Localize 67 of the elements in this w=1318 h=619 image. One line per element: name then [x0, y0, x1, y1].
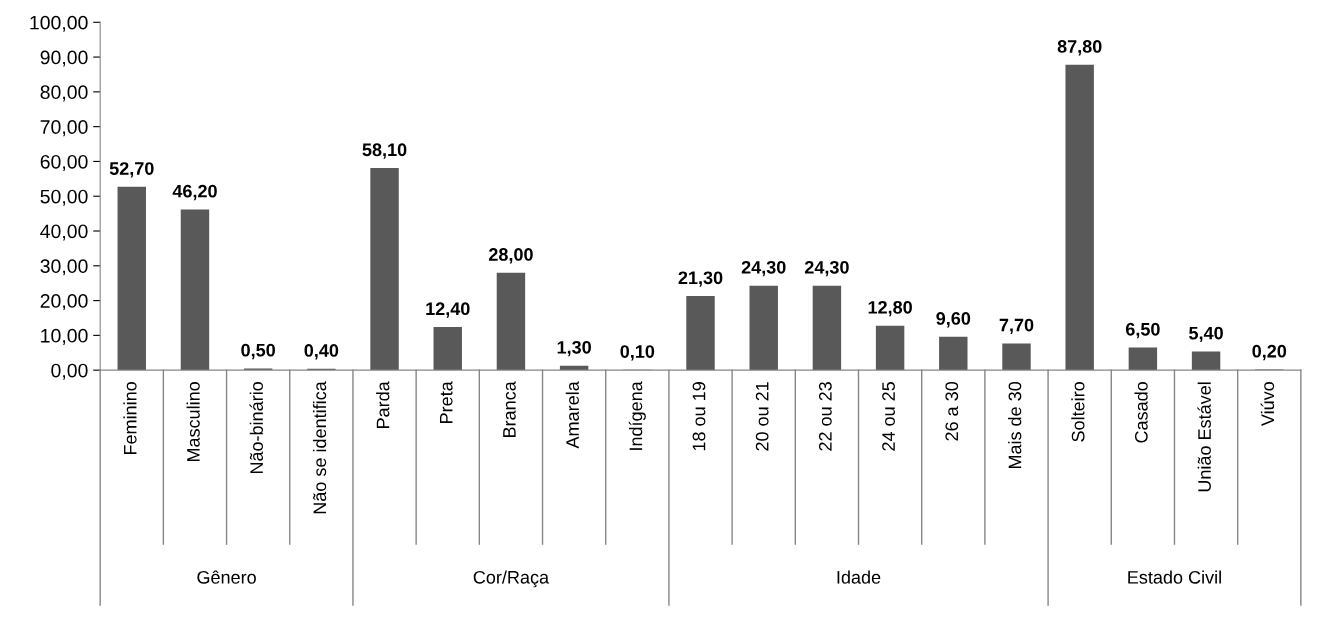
x-tick-label: 18 ou 19 — [692, 382, 706, 451]
bar — [1002, 343, 1031, 371]
data-label: 6,50 — [1125, 322, 1160, 339]
text: Gênero — [197, 570, 256, 584]
text: Idade — [837, 570, 881, 584]
x-tick-label: Mais de 30 — [1008, 381, 1022, 469]
y-tick-label: 20,00 — [40, 294, 88, 311]
data-label: 21,30 — [678, 271, 723, 287]
bar — [749, 285, 778, 371]
data-label: 46,20 — [172, 184, 217, 201]
bar — [939, 336, 968, 371]
x-tick-label: Preta — [439, 381, 453, 423]
y-tick-label: 30,00 — [40, 259, 88, 276]
bar — [1191, 351, 1221, 371]
data-label: 58,10 — [362, 143, 407, 159]
y-tick-label: 10,00 — [41, 328, 88, 345]
x-tick-label: Indígena — [628, 381, 646, 450]
bar — [686, 296, 715, 371]
x-tick-label: 22 ou 23 — [818, 382, 832, 451]
y-tick-label: 100,00 — [30, 15, 88, 32]
bar — [1065, 64, 1094, 371]
y-tick-label: 40,00 — [40, 224, 88, 241]
x-tick-label: União Estável — [1197, 382, 1211, 492]
bar — [875, 325, 905, 371]
x-tick-label: Branca — [503, 381, 516, 437]
bar — [433, 327, 462, 371]
data-label: 1,30 — [557, 340, 591, 357]
text: Cor/Raça — [473, 570, 550, 588]
x-tick-label: Casado — [1134, 382, 1148, 443]
data-label: 12,80 — [868, 300, 912, 317]
x-tick-label: 26 a 30 — [945, 381, 959, 441]
x-tick-label: Viúvo — [1260, 382, 1275, 427]
data-label: 28,00 — [488, 248, 533, 264]
x-tick-label: Amarela — [565, 381, 579, 449]
x-tick-label: 24 ou 25 — [882, 382, 895, 451]
data-label: 24,30 — [741, 260, 786, 277]
bar — [496, 272, 526, 371]
data-label: 87,80 — [1057, 40, 1102, 56]
bar — [1128, 347, 1158, 371]
data-label: 0,10 — [620, 345, 655, 361]
bar — [370, 168, 399, 371]
data-label: 52,70 — [109, 162, 154, 178]
y-tick-label: 50,00 — [40, 189, 88, 206]
data-label: 0,50 — [241, 343, 275, 360]
text: Estado Civil — [1128, 570, 1221, 584]
y-tick-label: 80,00 — [40, 85, 88, 102]
data-label: 9,60 — [936, 312, 971, 328]
data-label: 12,40 — [426, 302, 470, 318]
x-tick-label: 20 ou 21 — [755, 382, 769, 451]
x-tick-label: Masculino — [186, 382, 200, 462]
x-tick-label: Solteiro — [1071, 382, 1085, 442]
data-label: 0,20 — [1252, 344, 1287, 361]
bar — [117, 186, 146, 371]
y-tick-label: 0,00 — [51, 363, 88, 380]
bar — [812, 285, 842, 371]
x-tick-label: Parda — [376, 381, 390, 428]
y-tick-label: 70,00 — [40, 120, 88, 137]
x-tick-label: Não se identifica — [312, 381, 327, 514]
x-tick-label: Não-binário — [249, 382, 263, 474]
y-tick-label: 60,00 — [40, 154, 88, 171]
x-tick-label: Feminino — [123, 382, 137, 455]
bar — [180, 209, 210, 371]
data-label: 5,40 — [1189, 326, 1223, 343]
data-label: 24,30 — [804, 260, 849, 277]
y-tick-label: 90,00 — [40, 50, 88, 67]
data-label: 0,40 — [304, 344, 339, 360]
data-label: 7,70 — [999, 318, 1034, 335]
